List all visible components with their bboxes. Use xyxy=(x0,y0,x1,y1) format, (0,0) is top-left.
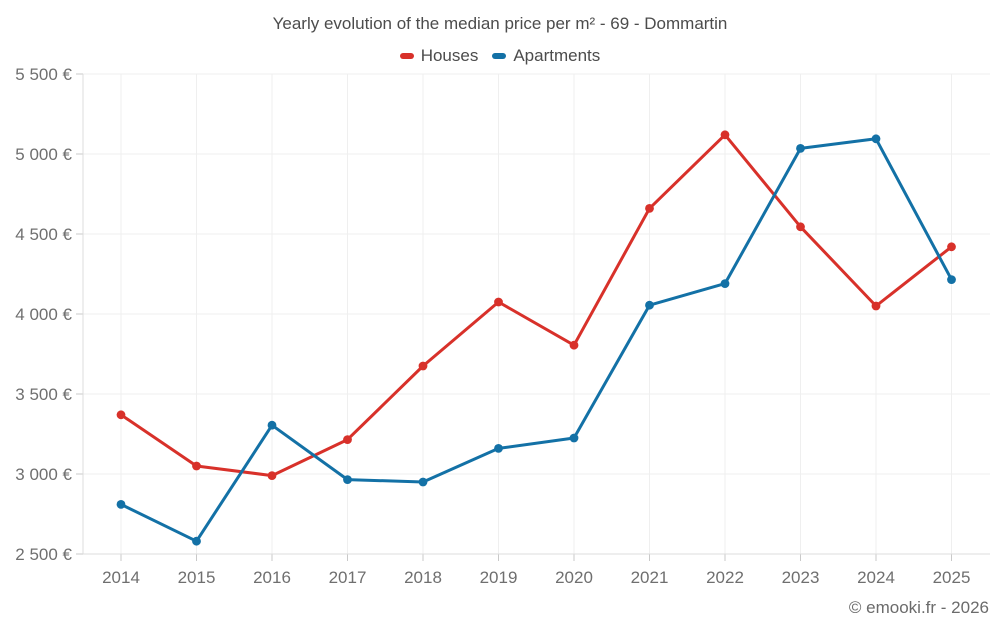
x-tick-label: 2021 xyxy=(631,568,669,587)
data-point-houses-2025[interactable] xyxy=(947,242,956,252)
y-tick-label: 5 000 € xyxy=(15,145,72,164)
y-tick-label: 4 500 € xyxy=(15,225,72,244)
x-tick-label: 2018 xyxy=(404,568,442,587)
x-tick-label: 2022 xyxy=(706,568,744,587)
y-tick-label: 4 000 € xyxy=(15,305,72,324)
series-line-houses xyxy=(119,133,953,478)
x-tick-label: 2014 xyxy=(102,568,140,587)
data-point-houses-2019[interactable] xyxy=(494,297,503,307)
data-point-houses-2015[interactable] xyxy=(192,461,201,471)
copyright-footer: © emooki.fr - 2026 xyxy=(848,598,989,617)
houses-series-swatch-icon xyxy=(399,53,414,59)
data-point-houses-2021[interactable] xyxy=(645,204,654,213)
data-point-apartments-2018[interactable] xyxy=(418,477,428,487)
data-point-apartments-2017[interactable] xyxy=(343,475,352,484)
data-point-houses-2017[interactable] xyxy=(343,435,352,444)
y-tick-label: 3 000 € xyxy=(15,465,72,484)
x-tick-label: 2025 xyxy=(933,568,971,587)
x-tick-label: 2015 xyxy=(178,568,216,587)
data-point-apartments-2024[interactable] xyxy=(871,134,881,144)
x-tick-label: 2016 xyxy=(253,568,291,587)
data-point-houses-2022[interactable] xyxy=(720,130,730,140)
chart-legend: Houses Apartments xyxy=(0,46,1000,66)
data-point-apartments-2021[interactable] xyxy=(645,300,654,310)
data-point-houses-2018[interactable] xyxy=(418,361,428,371)
y-tick-label: 5 500 € xyxy=(15,65,72,84)
data-point-apartments-2022[interactable] xyxy=(720,279,730,288)
chart-title: Yearly evolution of the median price per… xyxy=(272,14,728,33)
data-point-houses-2024[interactable] xyxy=(871,301,881,311)
x-tick-label: 2019 xyxy=(480,568,518,587)
data-point-apartments-2025[interactable] xyxy=(947,275,956,284)
x-tick-label: 2023 xyxy=(782,568,820,587)
y-tick-label: 2 500 € xyxy=(15,545,72,564)
data-point-apartments-2016[interactable] xyxy=(267,420,277,430)
data-point-apartments-2019[interactable] xyxy=(494,444,503,453)
data-point-houses-2023[interactable] xyxy=(796,222,805,232)
legend-label-apartments: Apartments xyxy=(513,46,601,65)
legend-item-apartments[interactable]: Apartments xyxy=(492,46,600,66)
x-tick-label: 2017 xyxy=(329,568,367,587)
data-point-apartments-2020[interactable] xyxy=(569,433,579,443)
data-point-houses-2020[interactable] xyxy=(569,340,579,350)
y-tick-label: 3 500 € xyxy=(15,385,72,404)
apartments-series-swatch-icon xyxy=(492,53,507,59)
data-point-houses-2016[interactable] xyxy=(267,471,277,480)
legend-item-houses[interactable]: Houses xyxy=(399,46,479,66)
data-point-apartments-2014[interactable] xyxy=(116,500,126,509)
data-point-apartments-2015[interactable] xyxy=(192,536,201,546)
legend-label-houses: Houses xyxy=(420,46,479,65)
x-tick-label: 2024 xyxy=(857,568,895,587)
data-point-apartments-2023[interactable] xyxy=(796,144,805,153)
x-tick-label: 2020 xyxy=(555,568,593,587)
series-line-apartments xyxy=(119,137,953,543)
data-point-houses-2014[interactable] xyxy=(116,410,126,420)
